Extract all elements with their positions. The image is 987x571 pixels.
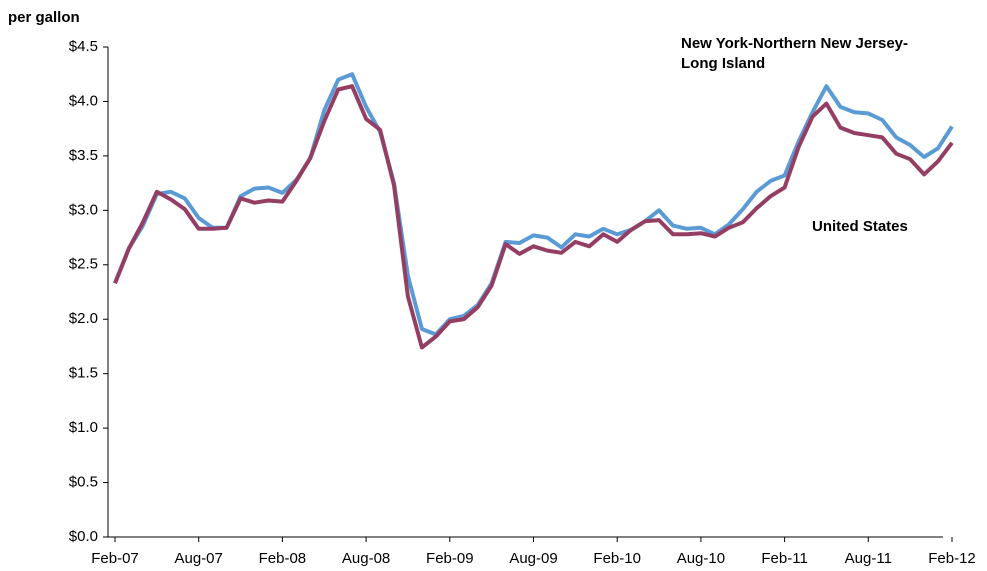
series-line xyxy=(113,84,954,350)
y-tick-label: $0.5 xyxy=(69,474,98,491)
series-label: New York-Northern New Jersey-Long Island xyxy=(681,35,909,72)
y-tick-label: $3.5 xyxy=(69,147,98,164)
y-tick-label: $2.5 xyxy=(69,256,98,273)
x-tick-label: Aug-08 xyxy=(342,550,390,567)
y-tick-label: $1.5 xyxy=(69,365,98,382)
y-tick-label: $4.0 xyxy=(69,92,98,109)
x-tick-label: Aug-09 xyxy=(509,550,557,567)
x-tick-label: Feb-07 xyxy=(91,550,139,567)
y-tick-label: $1.0 xyxy=(69,419,98,436)
y-tick-label: $2.0 xyxy=(69,310,98,327)
series-label: United States xyxy=(812,218,908,235)
x-tick-label: Feb-11 xyxy=(761,550,807,567)
series-line xyxy=(113,72,954,337)
x-tick-label: Feb-09 xyxy=(426,550,474,567)
x-tick-label: Aug-10 xyxy=(677,550,725,567)
x-tick-label: Feb-10 xyxy=(593,550,641,567)
y-tick-label: $3.0 xyxy=(69,201,98,218)
y-tick-label: $0.0 xyxy=(69,528,98,545)
x-tick-label: Aug-11 xyxy=(845,550,892,567)
x-tick-label: Feb-08 xyxy=(259,550,307,567)
y-axis-label: per gallon xyxy=(8,9,80,26)
y-tick-label: $4.5 xyxy=(69,38,98,55)
x-tick-label: Feb-12 xyxy=(928,550,976,567)
x-tick-label: Aug-07 xyxy=(175,550,223,567)
